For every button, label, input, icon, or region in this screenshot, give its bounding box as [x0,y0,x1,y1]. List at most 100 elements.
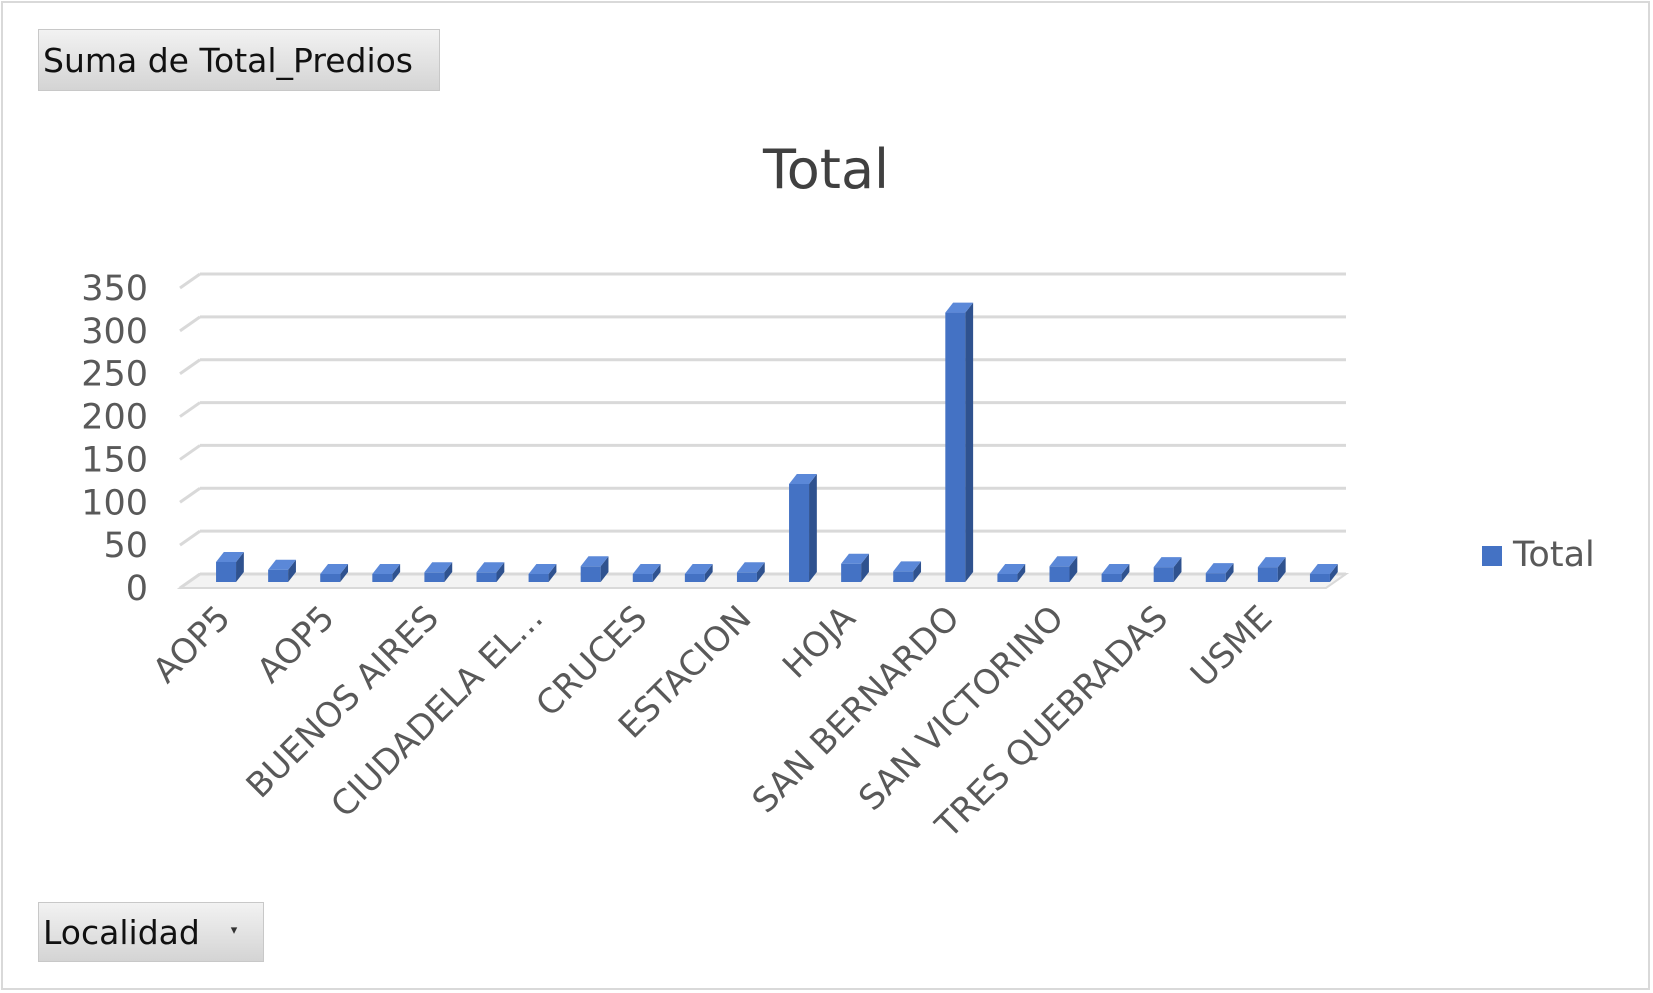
bar-side [1225,563,1234,582]
bar-side [340,564,349,582]
bar [684,564,713,582]
bar-front [372,574,393,582]
bar [528,564,557,582]
gridline-depth [179,487,201,504]
gridline-depth [179,315,201,333]
bar [1049,556,1078,582]
bar-top [1153,557,1182,568]
bar-side [288,559,296,582]
bar [893,561,922,582]
x-tick-label: USME [1183,598,1280,695]
bar-side [1277,557,1286,582]
x-tick-label: AOP5 [145,598,238,691]
bar-top [476,562,505,573]
y-tick-label: 150 [81,440,148,480]
bar-top [580,556,609,567]
bar-front [1101,574,1122,582]
gridline-depth [179,529,201,547]
bar-top [320,564,349,574]
legend: Total [1482,535,1595,575]
value-field-button[interactable]: Suma de Total_Predios [38,29,440,91]
bar-front [1205,573,1226,582]
y-tick-label: 350 [81,269,148,309]
bar [789,474,817,582]
bar-front [841,563,862,582]
chevron-down-icon[interactable]: ▾ [230,923,238,938]
bar [424,562,453,582]
bar-front [1309,574,1330,582]
bar [320,564,349,582]
axis-field-button[interactable]: Localidad [38,902,264,962]
bar [372,564,401,582]
bar-side [965,302,974,582]
bar-side [444,562,453,582]
bar-top [268,559,296,570]
bar-top [632,564,661,574]
bar-top [1257,557,1286,568]
bar-top [841,553,869,564]
bar-top [1309,564,1338,574]
bar-side [1329,564,1338,582]
legend-swatch [1482,546,1502,566]
bar-front [216,562,237,582]
x-tick-label: AOP5 [250,598,343,691]
x-tick-label: HOJA [775,598,863,686]
bar [1257,557,1286,582]
y-tick-label: 0 [126,569,148,609]
bar-side [809,474,817,582]
bar-side [652,564,661,582]
bar-side [548,564,557,582]
bar-front [320,574,341,582]
y-tick-label: 50 [103,526,148,566]
chart-title: Total [762,138,889,201]
bar-front [1049,566,1070,582]
gridline-depth [179,572,201,590]
bar-front [997,574,1018,582]
bar-top [789,474,817,484]
bar-front [580,566,601,582]
bar-top [1101,564,1130,574]
bar [997,564,1026,582]
legend-label: Total [1512,535,1595,575]
bar-side [1173,557,1182,582]
bar-top [1205,563,1234,574]
bar-front [789,484,810,582]
bar-top [372,564,401,574]
gridline-depth [179,272,201,290]
bar [216,552,244,582]
bar [1101,564,1130,582]
gridline-depth [179,358,201,375]
bar [1309,564,1338,582]
bar [1205,563,1234,582]
bar [736,562,765,582]
bar-front [945,312,966,582]
bar-top [216,552,244,562]
bar-front [632,574,653,582]
bar-front [268,569,289,582]
bar-front [1153,567,1174,582]
bar [268,559,296,582]
bar-front [736,572,757,582]
bar-side [1017,564,1026,582]
value-field-label: Suma de Total_Predios [43,40,413,80]
bar-top [997,564,1026,574]
bar-side [600,556,609,582]
bar-front [528,574,549,582]
x-tick-label: BUENOS AIRES [239,598,447,806]
bar-front [476,572,497,582]
y-tick-label: 100 [81,483,148,523]
bar [580,556,609,582]
bar-side [861,553,869,582]
bar-side [236,552,244,582]
bar-side [913,561,922,582]
bar [841,553,869,582]
bar-side [756,562,765,582]
bar-top [424,562,453,573]
bar-side [1121,564,1130,582]
bar [632,564,661,582]
bar-top [945,302,974,313]
bar-top [736,562,765,573]
bar-side [496,562,505,582]
